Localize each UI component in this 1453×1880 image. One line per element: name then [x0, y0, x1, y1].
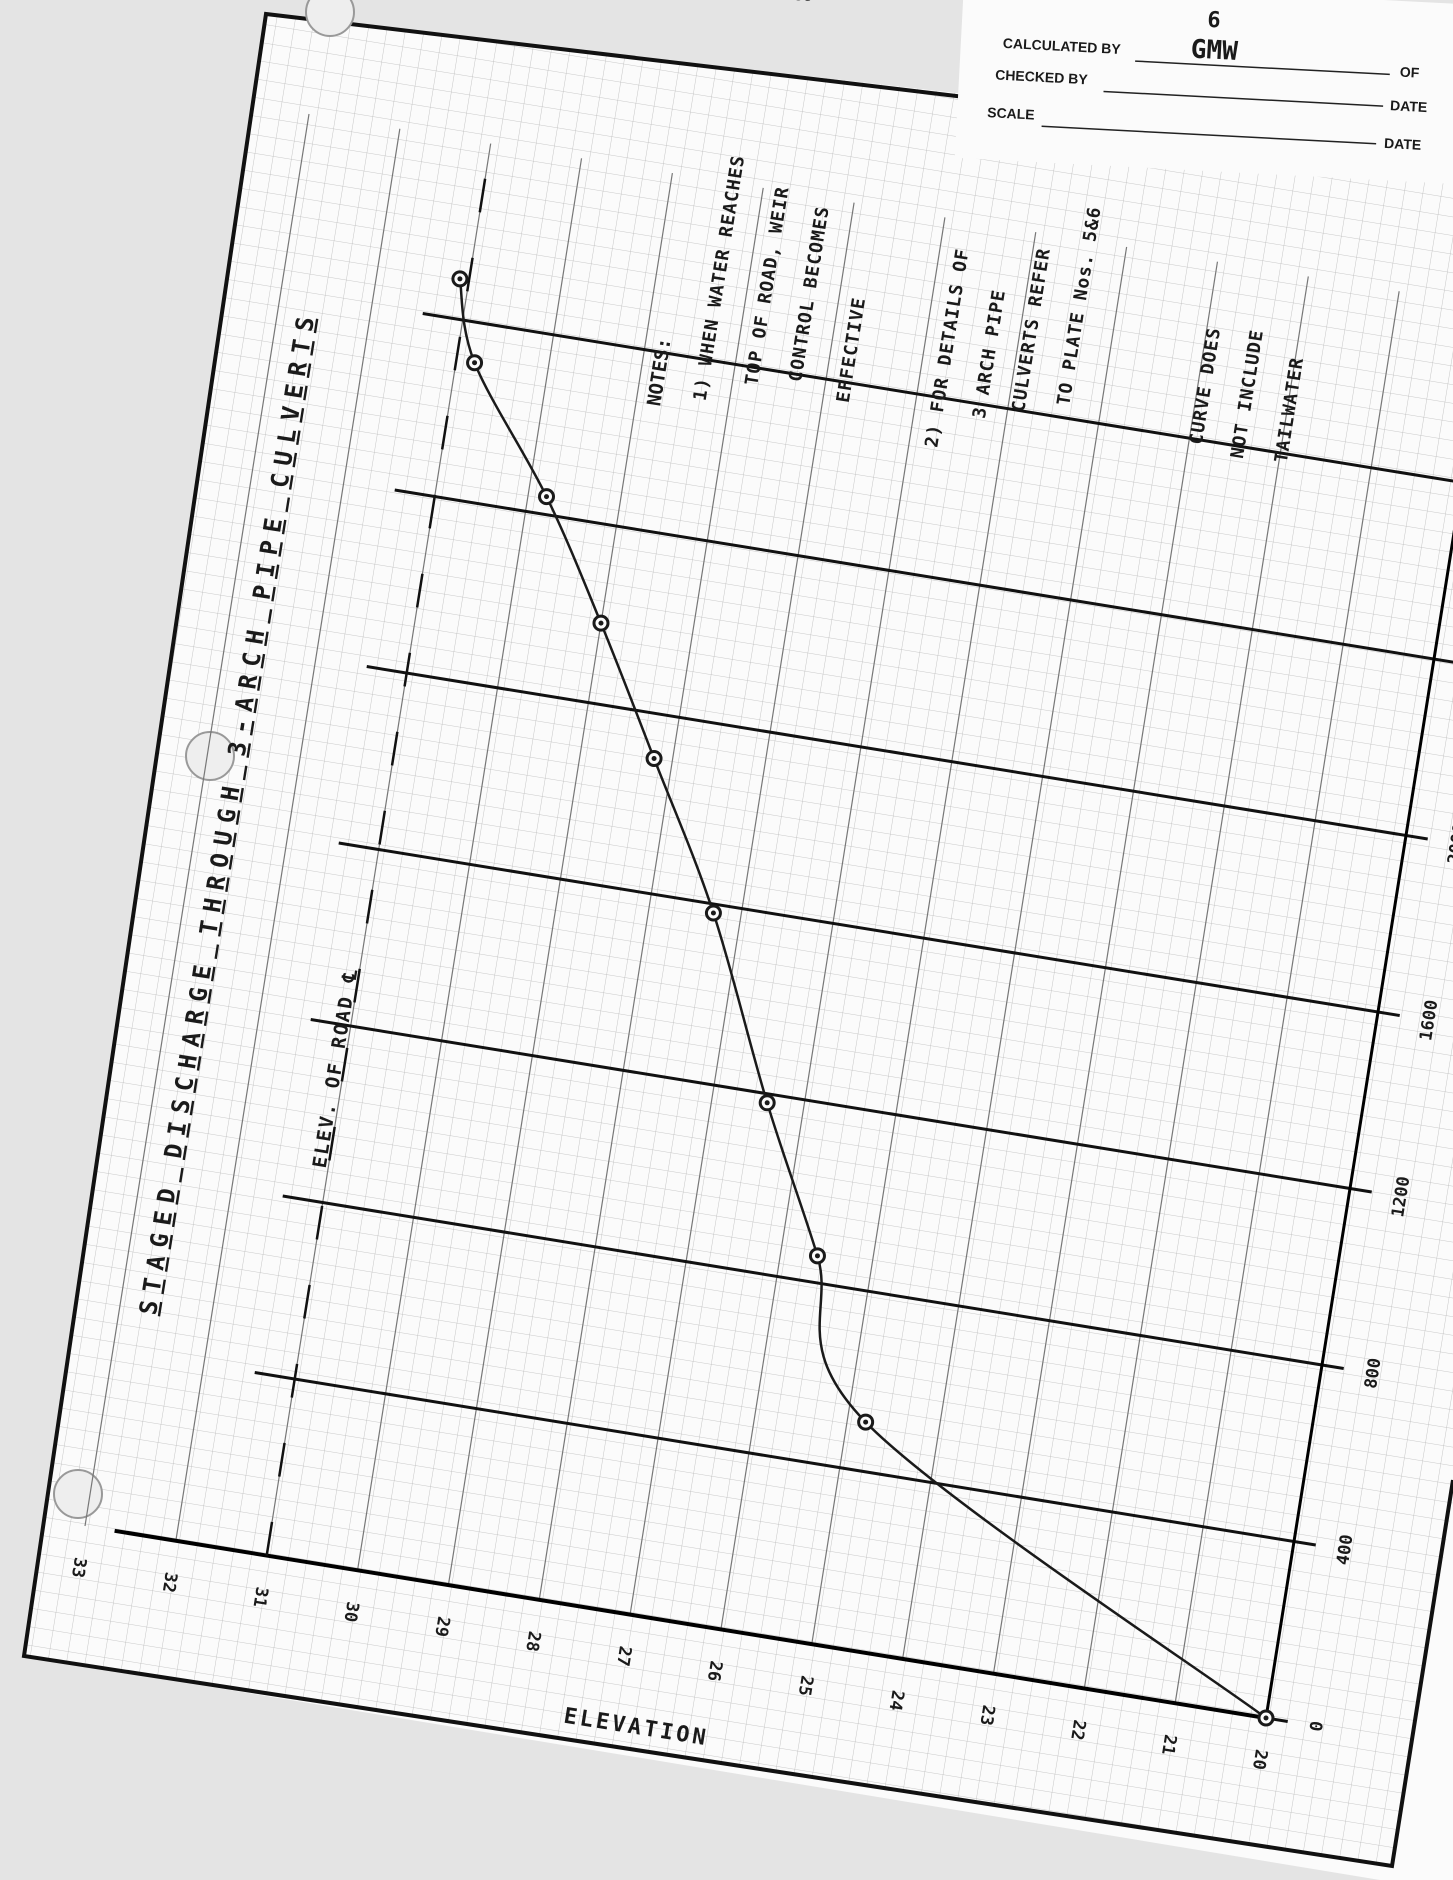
- y-tick-label: 29: [430, 1615, 453, 1638]
- data-point-center: [863, 1419, 869, 1425]
- checked-by-label: CHECKED BY: [995, 66, 1089, 87]
- x-tick-label: 800: [1361, 1357, 1386, 1390]
- calculated-by: GMW: [1190, 34, 1239, 66]
- y-tick-label: 20: [1248, 1748, 1271, 1771]
- x-tick-label: 2000: [1444, 822, 1453, 866]
- y-tick-label: 27: [612, 1644, 635, 1667]
- sheet-number: 6: [1207, 8, 1222, 34]
- scale-label: SCALE: [987, 104, 1035, 122]
- form-line: [1041, 125, 1377, 145]
- punch-hole: [185, 731, 235, 781]
- grid-line: [422, 312, 1453, 483]
- date-label: DATE: [1384, 135, 1422, 153]
- y-tick-label: 24: [885, 1689, 908, 1712]
- y-tick-label: 26: [703, 1659, 726, 1682]
- x-tick-label: 0: [1307, 1720, 1328, 1733]
- y-tick-label: 21: [1157, 1733, 1180, 1756]
- y-tick-label: 28: [521, 1630, 544, 1653]
- punch-hole: [305, 0, 355, 37]
- grid-line: [338, 841, 1400, 1018]
- graph-paper: [24, 14, 1453, 1866]
- grid-line: [310, 1018, 1372, 1194]
- y-tick-label: 33: [67, 1556, 90, 1579]
- form-line: [1135, 60, 1390, 76]
- grid-line: [366, 665, 1428, 841]
- form-line: [1103, 90, 1384, 107]
- job-number: 01-1239: [747, 0, 814, 5]
- grid-line: [394, 488, 1453, 664]
- y-tick-label: 30: [339, 1600, 362, 1623]
- data-point-center: [764, 1100, 770, 1106]
- header: 01-1239 6 CALCULATED BY GMW OF CHECKED B…: [747, 0, 1453, 185]
- of-label: OF: [1400, 64, 1421, 81]
- grid-line: [84, 113, 310, 1527]
- y-tick-label: 32: [158, 1571, 181, 1594]
- data-point-center: [814, 1253, 820, 1259]
- data-point-center: [544, 494, 550, 500]
- punch-hole: [53, 1469, 103, 1519]
- header-box: [954, 0, 1453, 185]
- date-label: DATE: [1390, 97, 1428, 115]
- data-point-center: [598, 620, 604, 626]
- sheet-border: [21, 11, 1453, 1869]
- y-tick-label: 25: [794, 1674, 817, 1697]
- y-tick-label: 23: [975, 1703, 998, 1726]
- y-tick-label: 22: [1066, 1718, 1089, 1741]
- y-axis: [114, 1528, 1267, 1720]
- calculated-by-label: CALCULATED BY: [1002, 35, 1121, 57]
- data-point-center: [651, 756, 657, 762]
- x-tick-label: 400: [1333, 1533, 1358, 1566]
- grid-line: [254, 1371, 1316, 1547]
- grid-line: [282, 1194, 1344, 1371]
- data-point-center: [710, 910, 716, 916]
- data-point-center: [1263, 1715, 1269, 1721]
- y-tick-label: 31: [249, 1585, 272, 1608]
- data-point-center: [472, 360, 478, 366]
- grid-line: [175, 128, 401, 1541]
- data-point-center: [457, 276, 463, 282]
